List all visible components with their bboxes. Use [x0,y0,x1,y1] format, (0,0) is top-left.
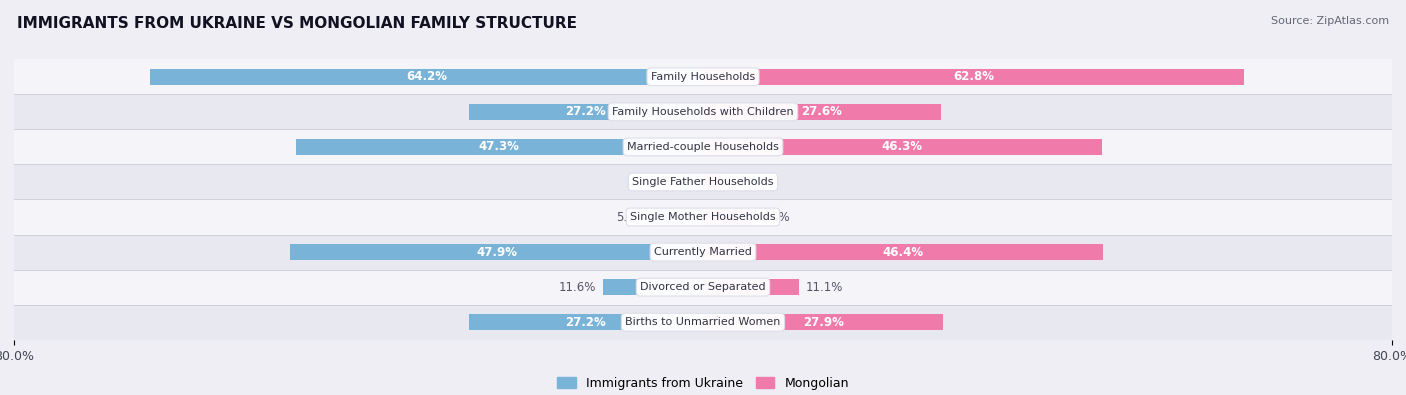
Bar [14,235,1392,269]
Text: 5.8%: 5.8% [759,211,789,224]
Text: 27.6%: 27.6% [801,105,842,118]
Bar [603,279,703,295]
Bar [468,104,703,120]
Text: 27.9%: 27.9% [803,316,844,329]
Bar [150,69,703,85]
Bar [14,305,1392,340]
Text: 46.4%: 46.4% [882,246,924,259]
Text: Births to Unmarried Women: Births to Unmarried Women [626,317,780,327]
Bar [14,59,1392,94]
Text: 27.2%: 27.2% [565,316,606,329]
Bar [468,314,703,330]
Bar [703,279,799,295]
Bar [703,139,1102,155]
Bar [652,209,703,225]
Text: 2.1%: 2.1% [728,175,758,188]
Text: 47.3%: 47.3% [479,140,520,153]
Text: IMMIGRANTS FROM UKRAINE VS MONGOLIAN FAMILY STRUCTURE: IMMIGRANTS FROM UKRAINE VS MONGOLIAN FAM… [17,16,576,31]
Bar [14,130,1392,164]
Bar [14,94,1392,130]
Text: 47.9%: 47.9% [477,246,517,259]
Bar [703,104,941,120]
Bar [703,314,943,330]
Text: Currently Married: Currently Married [654,247,752,257]
Text: Divorced or Separated: Divorced or Separated [640,282,766,292]
Bar [14,269,1392,305]
Text: Married-couple Households: Married-couple Households [627,142,779,152]
Text: 46.3%: 46.3% [882,140,922,153]
Bar [291,244,703,260]
Text: Source: ZipAtlas.com: Source: ZipAtlas.com [1271,16,1389,26]
Text: Single Mother Households: Single Mother Households [630,212,776,222]
Bar [686,174,703,190]
Bar [14,199,1392,235]
Text: 62.8%: 62.8% [953,70,994,83]
Bar [14,164,1392,199]
Text: Family Households with Children: Family Households with Children [612,107,794,117]
Text: Family Households: Family Households [651,72,755,82]
Legend: Immigrants from Ukraine, Mongolian: Immigrants from Ukraine, Mongolian [553,372,853,395]
Text: 11.1%: 11.1% [806,280,842,293]
Text: 2.0%: 2.0% [650,175,679,188]
Text: 5.8%: 5.8% [617,211,647,224]
Bar [703,244,1102,260]
Text: Single Father Households: Single Father Households [633,177,773,187]
Text: 27.2%: 27.2% [565,105,606,118]
Bar [703,69,1244,85]
Text: 11.6%: 11.6% [558,280,596,293]
Bar [703,209,754,225]
Bar [703,174,721,190]
Text: 64.2%: 64.2% [406,70,447,83]
Bar [295,139,703,155]
